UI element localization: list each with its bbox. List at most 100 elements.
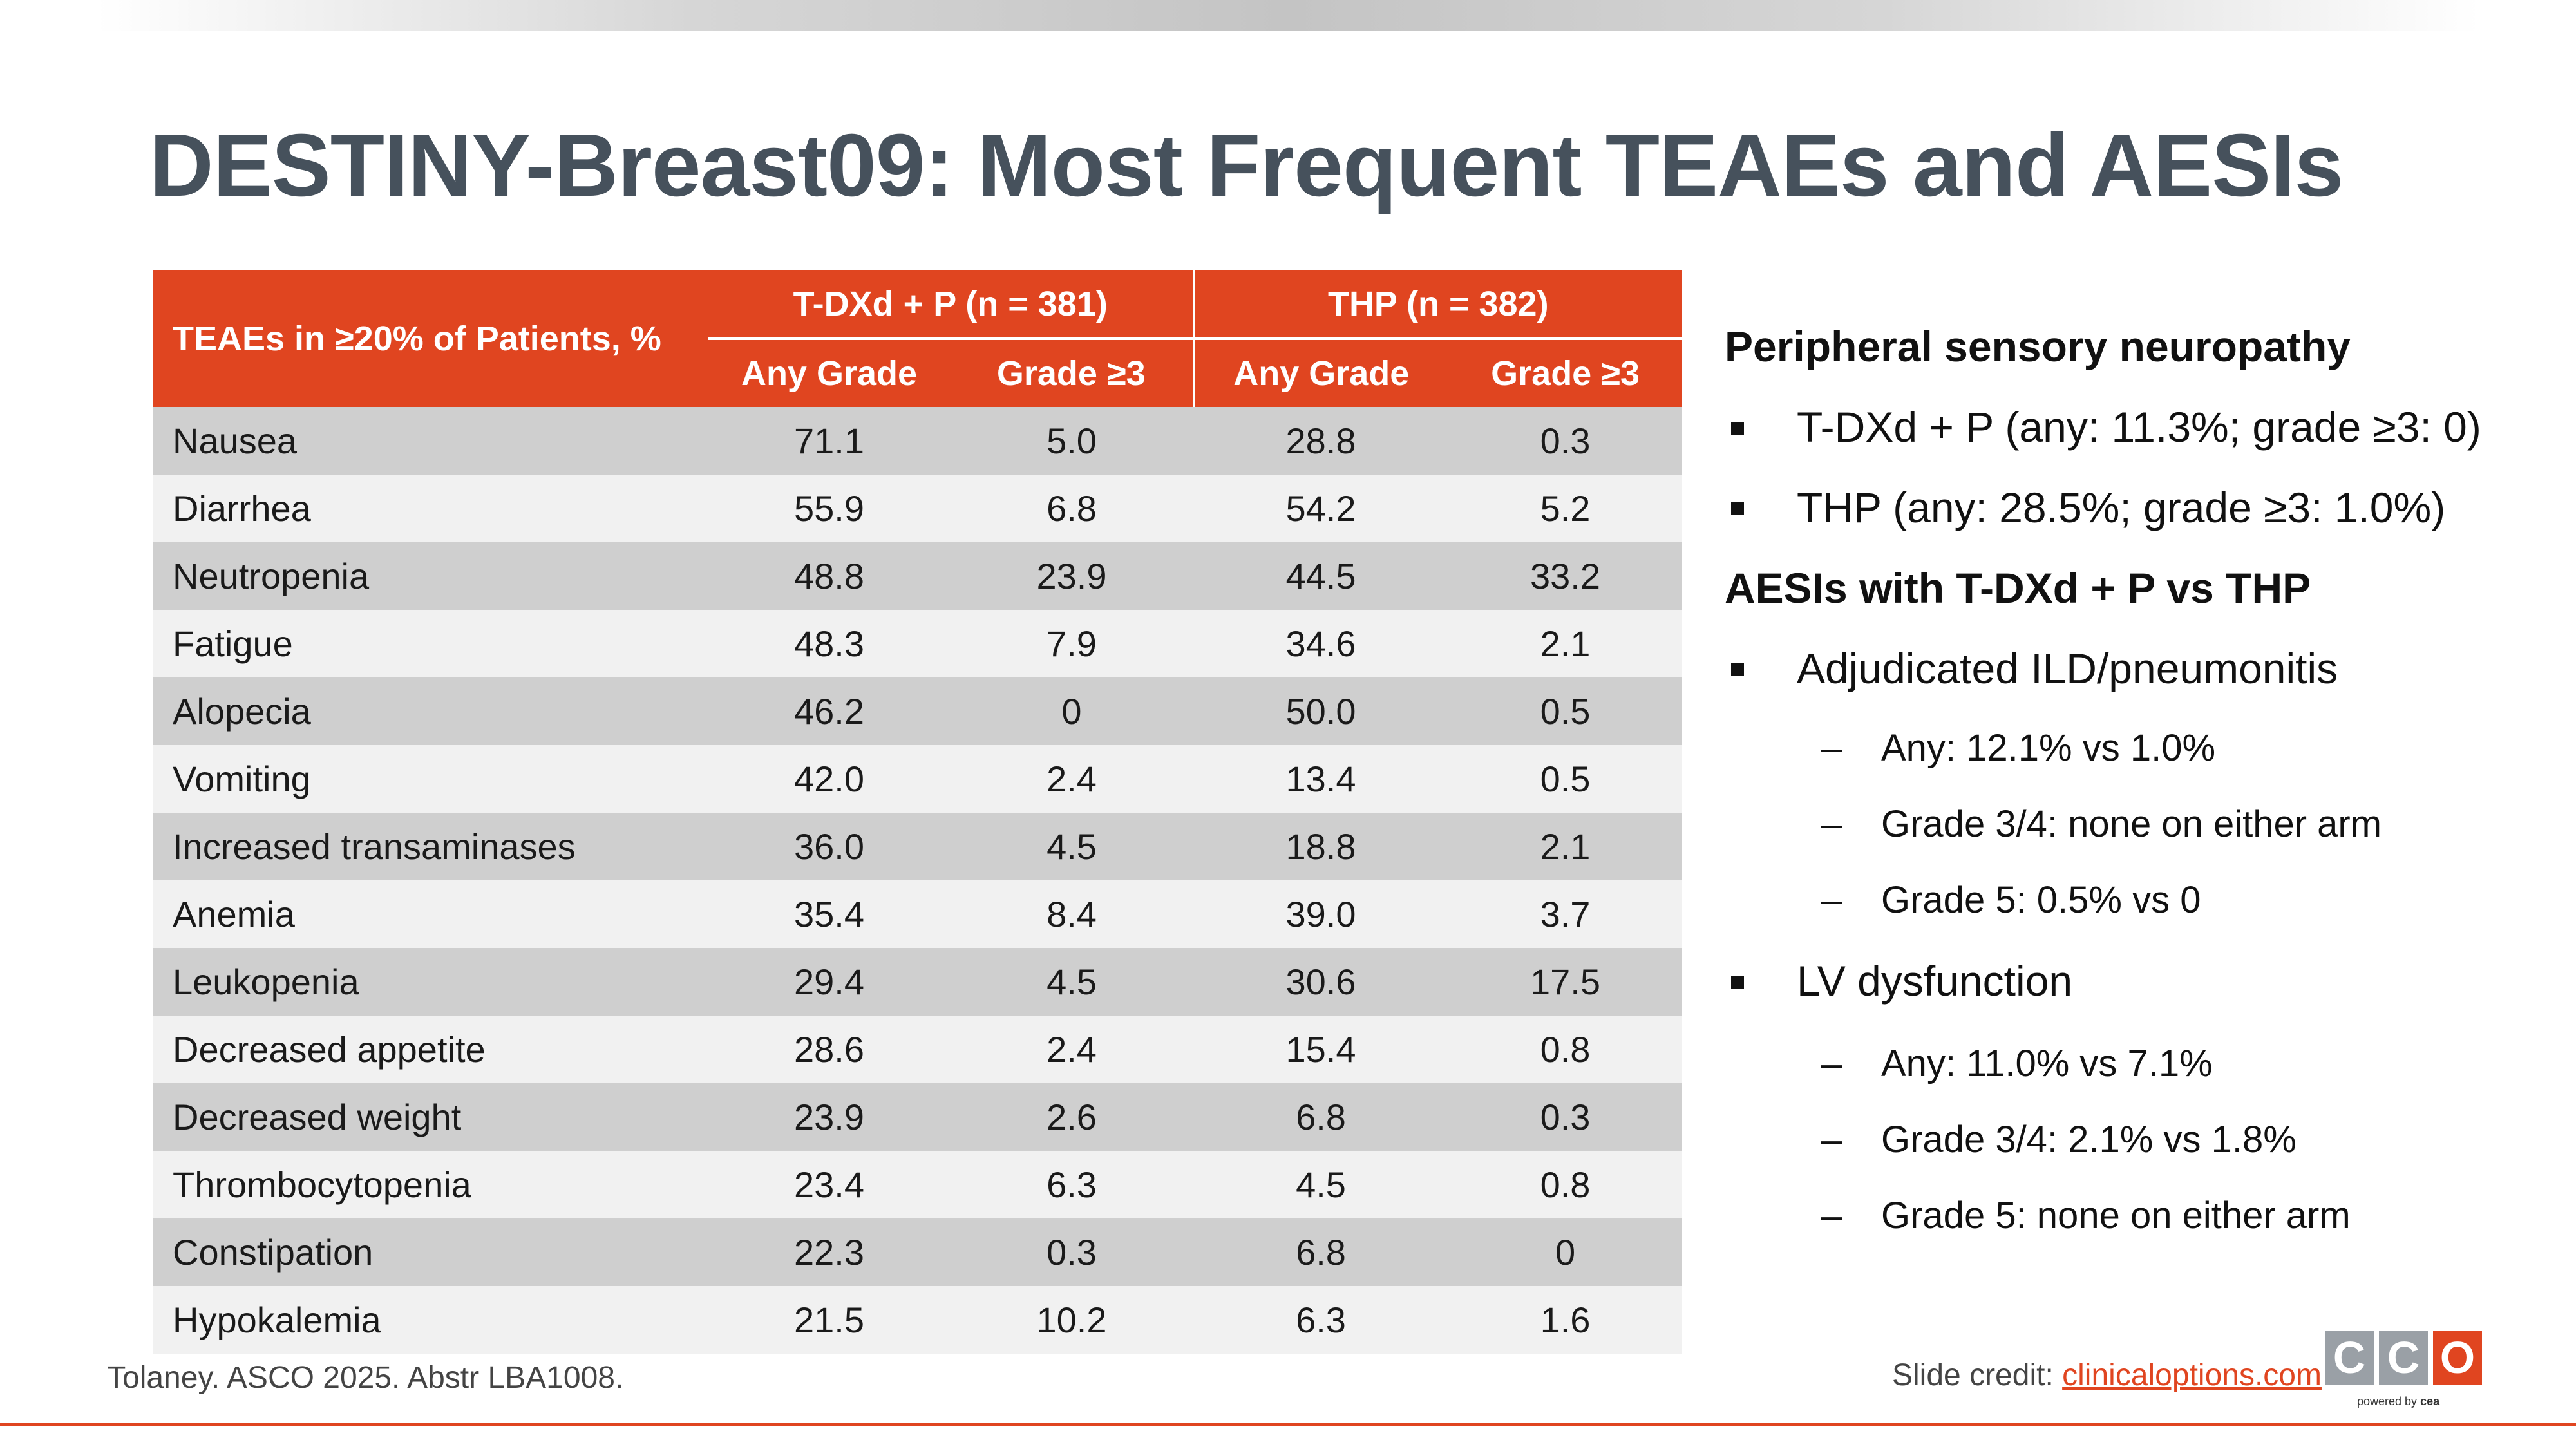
cell-value: 0.3 — [950, 1218, 1194, 1286]
cell-value: 18.8 — [1193, 813, 1449, 880]
cell-value: 5.0 — [950, 407, 1194, 475]
bullet-text: THP (any: 28.5%; grade ≥3: 1.0%) — [1797, 484, 2446, 531]
cell-value: 0 — [950, 677, 1194, 745]
table-row: Leukopenia 29.4 4.5 30.6 17.5 — [153, 948, 1683, 1016]
cell-value: 7.9 — [950, 610, 1194, 677]
cell-value: 2.6 — [950, 1083, 1194, 1151]
subheader-tdxd-g3: Grade ≥3 — [950, 339, 1194, 407]
table-row: Constipation 22.3 0.3 6.8 0 — [153, 1218, 1683, 1286]
sub-bullet-text: Grade 3/4: 2.1% vs 1.8% — [1881, 1119, 2297, 1160]
citation: Tolaney. ASCO 2025. Abstr LBA1008. — [107, 1361, 624, 1395]
cell-value: 3.7 — [1448, 880, 1683, 948]
cell-value: 0.3 — [1448, 407, 1683, 475]
table-row: Increased transaminases 36.0 4.5 18.8 2.… — [153, 813, 1683, 880]
powered-by-brand: cea — [2420, 1395, 2440, 1408]
row-label: Alopecia — [153, 677, 708, 745]
cell-value: 6.8 — [950, 475, 1194, 542]
psn-heading: Peripheral sensory neuropathy — [1725, 323, 2351, 370]
cell-value: 34.6 — [1193, 610, 1449, 677]
dash-bullet: – — [1821, 1043, 1842, 1084]
logo-letter-o: O — [2433, 1331, 2482, 1385]
row-label: Decreased appetite — [153, 1016, 708, 1083]
cell-value: 46.2 — [708, 677, 950, 745]
cell-value: 4.5 — [950, 948, 1194, 1016]
table-row: Thrombocytopenia 23.4 6.3 4.5 0.8 — [153, 1151, 1683, 1218]
cell-value: 22.3 — [708, 1218, 950, 1286]
cell-value: 50.0 — [1193, 677, 1449, 745]
row-label: Diarrhea — [153, 475, 708, 542]
group-header-tdxd: T-DXd + P (n = 381) — [708, 270, 1194, 340]
bullet-text: Adjudicated ILD/pneumonitis — [1797, 645, 2338, 692]
cell-value: 10.2 — [950, 1286, 1194, 1354]
logo-letter-c1: C — [2325, 1331, 2374, 1385]
cell-value: 48.8 — [708, 542, 950, 610]
row-label: Fatigue — [153, 610, 708, 677]
cell-value: 13.4 — [1193, 745, 1449, 813]
logo-powered-by: powered by cea — [2357, 1395, 2439, 1408]
slide-credit: Slide credit: clinicaloptions.com — [1892, 1358, 2322, 1393]
cell-value: 6.3 — [950, 1151, 1194, 1218]
table-header-row-groups: TEAEs in ≥20% of Patients, % T-DXd + P (… — [153, 270, 1683, 407]
cell-value: 28.8 — [1193, 407, 1449, 475]
cell-value: 17.5 — [1448, 948, 1683, 1016]
cell-value: 42.0 — [708, 745, 950, 813]
square-bullet-icon — [1731, 976, 1744, 989]
row-label: Hypokalemia — [153, 1286, 708, 1354]
cell-value: 23.9 — [708, 1083, 950, 1151]
group-header-thp: THP (n = 382) — [1192, 270, 1683, 340]
row-label: Anemia — [153, 880, 708, 948]
cell-value: 30.6 — [1193, 948, 1449, 1016]
cell-value: 2.1 — [1448, 610, 1683, 677]
table-row: Diarrhea 55.9 6.8 54.2 5.2 — [153, 475, 1683, 542]
cell-value: 28.6 — [708, 1016, 950, 1083]
cell-value: 6.3 — [1193, 1286, 1449, 1354]
subheader-thp-g3: Grade ≥3 — [1448, 339, 1683, 407]
cell-value: 2.1 — [1448, 813, 1683, 880]
table-row: Neutropenia 48.8 23.9 44.5 33.2 — [153, 542, 1683, 610]
cell-value: 4.5 — [1193, 1151, 1449, 1218]
cell-value: 15.4 — [1193, 1016, 1449, 1083]
row-label: Neutropenia — [153, 542, 708, 610]
row-label: Nausea — [153, 407, 708, 475]
table-row: Decreased weight 23.9 2.6 6.8 0.3 — [153, 1083, 1683, 1151]
teae-table: TEAEs in ≥20% of Patients, % T-DXd + P (… — [153, 270, 1683, 1354]
credit-link[interactable]: clinicaloptions.com — [2062, 1358, 2322, 1392]
table-row: Decreased appetite 28.6 2.4 15.4 0.8 — [153, 1016, 1683, 1083]
cell-value: 35.4 — [708, 880, 950, 948]
aesi-heading: AESIs with T-DXd + P vs THP — [1725, 564, 2311, 612]
dash-bullet: – — [1821, 1195, 1842, 1236]
cell-value: 0.8 — [1448, 1151, 1683, 1218]
cell-value: 0 — [1448, 1218, 1683, 1286]
cell-value: 2.4 — [950, 1016, 1194, 1083]
cell-value: 39.0 — [1193, 880, 1449, 948]
cell-value: 71.1 — [708, 407, 950, 475]
square-bullet-icon — [1731, 422, 1744, 435]
cell-value: 54.2 — [1193, 475, 1449, 542]
powered-by-text: powered by — [2357, 1395, 2421, 1408]
row-label: Thrombocytopenia — [153, 1151, 708, 1218]
logo-letter-c2: C — [2379, 1331, 2428, 1385]
table-row: Vomiting 42.0 2.4 13.4 0.5 — [153, 745, 1683, 813]
cell-value: 1.6 — [1448, 1286, 1683, 1354]
cell-value: 33.2 — [1448, 542, 1683, 610]
top-gradient-band — [97, 0, 2479, 31]
square-bullet-icon — [1731, 502, 1744, 515]
sub-bullet-text: Grade 5: none on either arm — [1881, 1195, 2351, 1236]
dash-bullet: – — [1821, 803, 1842, 845]
cell-value: 6.8 — [1193, 1218, 1449, 1286]
cell-value: 44.5 — [1193, 542, 1449, 610]
bullet-text: T-DXd + P (any: 11.3%; grade ≥3: 0) — [1797, 403, 2481, 451]
cell-value: 5.2 — [1448, 475, 1683, 542]
cell-value: 23.9 — [950, 542, 1194, 610]
cell-value: 2.4 — [950, 745, 1194, 813]
stub-header: TEAEs in ≥20% of Patients, % — [153, 270, 708, 407]
subheader-thp-any: Any Grade — [1192, 339, 1449, 407]
cell-value: 21.5 — [708, 1286, 950, 1354]
bullet-text: LV dysfunction — [1797, 957, 2073, 1005]
table-header-row-grades: Any Grade Grade ≥3 Any Grade Grade ≥3 — [153, 339, 1683, 407]
table-row: Hypokalemia 21.5 10.2 6.3 1.6 — [153, 1286, 1683, 1354]
cco-logo: C C O powered by cea — [2325, 1331, 2483, 1414]
sub-bullet-text: Grade 3/4: none on either arm — [1881, 803, 2382, 845]
table-row: Alopecia 46.2 0 50.0 0.5 — [153, 677, 1683, 745]
table-row: Anemia 35.4 8.4 39.0 3.7 — [153, 880, 1683, 948]
